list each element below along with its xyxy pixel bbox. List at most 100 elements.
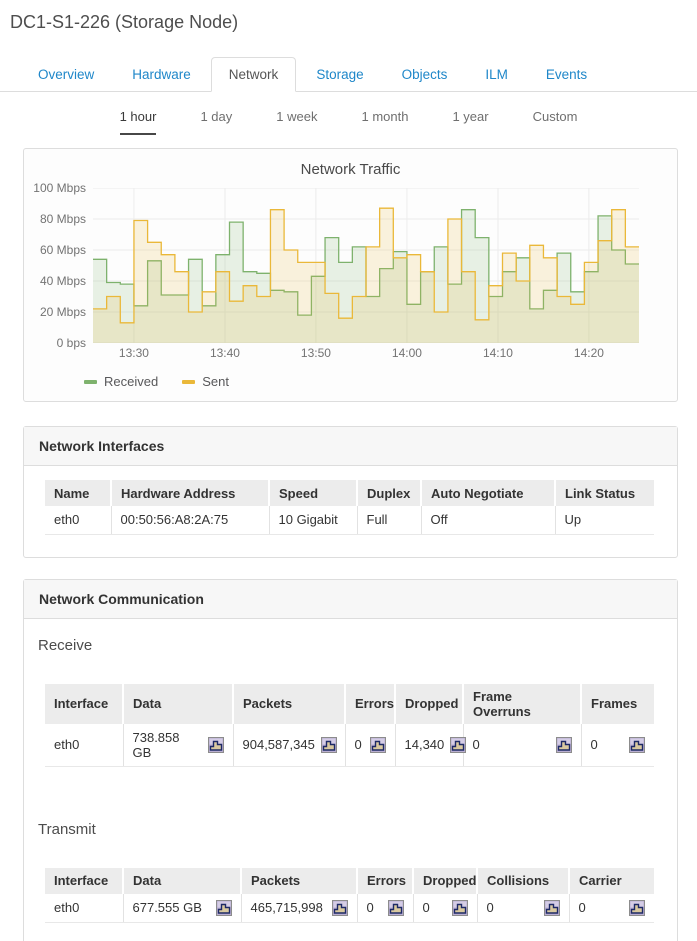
chart-link-icon [331,899,348,916]
tab-bar: Overview Hardware Network Storage Objects ILM… [0,57,697,92]
y-tick-label: 80 Mbps [39,212,86,226]
column-header-packets: Packets [233,683,346,724]
chart-legend: Received Sent [84,374,677,389]
y-axis-labels: 100 Mbps 80 Mbps 60 Mbps 40 Mbps 20 Mbps 0 bp… [24,181,93,350]
receive-table: Interface Data Packets Errors Dropped Frame O… [45,683,654,767]
y-tick-label: 0 bps [56,336,86,350]
open-chart-button[interactable] [555,736,572,753]
cell-errors: 0 [345,723,396,767]
open-chart-button[interactable] [450,736,467,753]
open-chart-button[interactable] [387,899,404,916]
chart-link-icon [450,736,467,753]
transmit-section-title: Transmit [38,820,96,838]
open-chart-button[interactable] [331,899,348,916]
cell-duplex: Full [357,506,422,535]
open-chart-button[interactable] [320,736,337,753]
tab-events[interactable]: Events [545,67,588,82]
cell-name: eth0 [45,506,112,535]
column-header-link-status: Link Status [555,480,654,506]
x-tick-label: 13:40 [209,346,240,360]
column-header-carrier: Carrier [569,867,654,894]
time-range-1-hour[interactable]: 1 hour [119,109,157,135]
column-header-frames: Frames [581,683,654,724]
cell-value: 0 [422,900,430,915]
network-traffic-panel: Network Traffic 100 Mbps 80 Mbps 60 Mbps 40… [23,148,678,402]
cell-dropped: 14,340 [395,723,467,767]
x-tick-label: 14:20 [573,346,604,360]
cell-speed: 10 Gigabit [269,506,358,535]
open-chart-button[interactable] [215,899,232,916]
open-chart-button[interactable] [629,899,645,916]
tab-objects[interactable]: Objects [401,67,448,82]
open-chart-button[interactable] [451,899,468,916]
column-header-interface: Interface [45,867,124,894]
chart-link-icon [207,736,224,753]
chart-link-icon [387,899,404,916]
tab-ilm[interactable]: ILM [485,67,508,82]
x-axis-labels: 13:30 13:40 13:50 14:00 14:10 14:20 [93,346,639,364]
open-chart-button[interactable] [629,736,645,753]
cell-value: 14,340 [404,737,445,752]
time-range-1-year[interactable]: 1 year [452,109,489,124]
time-range-bar: 1 hour 1 day 1 week 1 month 1 year Custom [0,109,697,135]
chart-link-icon [451,899,468,916]
cell-value: 0 [354,737,362,752]
cell-frame-overruns: 0 [463,723,582,767]
column-header-dropped: Dropped [395,683,464,724]
cell-value: 738.858 GB [132,729,180,760]
traffic-step-chart[interactable] [93,188,639,343]
cell-auto-negotiate: Off [421,506,556,535]
cell-value: 904,587,345 [242,737,315,752]
y-tick-label: 40 Mbps [39,274,86,288]
column-header-errors: Errors [357,867,414,894]
y-tick-label: 60 Mbps [39,243,86,257]
cell-data: 738.858 GB [123,723,234,767]
network-communication-panel: Network Communication Receive Interface D… [23,578,678,941]
time-range-1-week[interactable]: 1 week [276,109,318,124]
cell-value: 0 [366,900,374,915]
panel-header: Network Communication [24,579,677,619]
chart-link-icon [555,736,572,753]
cell-carrier: 0 [569,893,654,923]
column-header-data: Data [123,683,234,724]
tab-hardware[interactable]: Hardware [132,67,191,82]
network-interfaces-table: Name Hardware Address Speed Duplex Auto Nego… [45,480,654,535]
chart-link-icon [320,736,337,753]
column-header-hardware-address: Hardware Address [111,480,270,506]
chart-link-icon [629,899,645,916]
chart-area: 100 Mbps 80 Mbps 60 Mbps 40 Mbps 20 Mbps 0 bp… [24,181,677,360]
panel-title: Network Interfaces [39,438,165,454]
x-tick-label: 13:30 [118,346,149,360]
open-chart-button[interactable] [207,736,224,753]
column-header-errors: Errors [345,683,396,724]
x-tick-label: 14:00 [391,346,422,360]
column-header-interface: Interface [45,683,124,724]
time-range-1-month[interactable]: 1 month [361,109,409,124]
y-tick-label: 20 Mbps [39,305,86,319]
legend-item-received[interactable]: Received [84,374,158,389]
legend-label: Received [104,374,159,389]
page-title: DC1-S1-226 (Storage Node) [10,12,239,32]
cell-value: 465,715,998 [250,900,323,915]
tab-network[interactable]: Network [210,57,297,92]
cell-interface: eth0 [45,893,124,923]
cell-packets: 465,715,998 [241,893,358,923]
tab-overview[interactable]: Overview [38,67,95,82]
legend-swatch-sent-icon [182,379,196,384]
time-range-custom[interactable]: Custom [532,109,578,124]
cell-value: 677.555 GB [132,900,202,915]
chart-link-icon [543,899,560,916]
chart-title: Network Traffic [300,161,401,178]
cell-hardware-address: 00:50:56:A8:2A:75 [111,506,270,535]
tab-storage[interactable]: Storage [316,67,364,82]
legend-swatch-received-icon [84,379,97,384]
open-chart-button[interactable] [543,899,560,916]
legend-item-sent[interactable]: Sent [182,374,229,389]
column-header-speed: Speed [269,480,358,506]
time-range-1-day[interactable]: 1 day [200,109,233,124]
column-header-name: Name [45,480,112,506]
chart-plot[interactable]: 13:30 13:40 13:50 14:00 14:10 14:20 [93,188,639,360]
open-chart-button[interactable] [369,736,386,753]
receive-section-title: Receive [38,636,93,654]
network-interfaces-panel: Network Interfaces Name Hardware Address S… [23,426,678,558]
